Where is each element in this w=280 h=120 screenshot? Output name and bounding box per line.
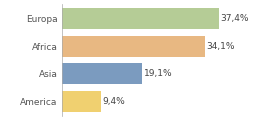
Bar bbox=[62, 36, 205, 57]
Text: 9,4%: 9,4% bbox=[103, 97, 125, 106]
Text: 34,1%: 34,1% bbox=[206, 42, 235, 51]
Bar bbox=[62, 90, 101, 112]
Bar bbox=[62, 63, 142, 84]
Text: 37,4%: 37,4% bbox=[220, 14, 249, 23]
Text: 19,1%: 19,1% bbox=[143, 69, 172, 78]
Bar bbox=[62, 8, 219, 30]
